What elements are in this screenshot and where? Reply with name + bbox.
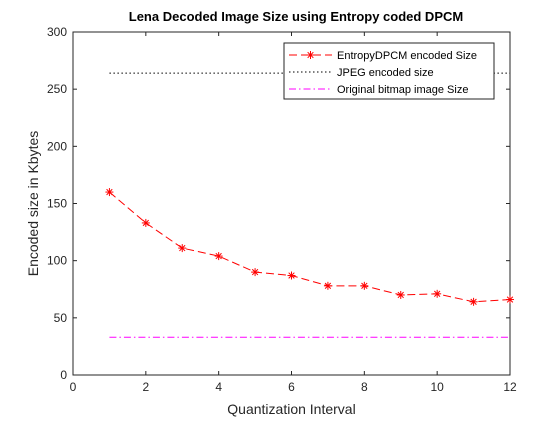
x-tick-label: 6 xyxy=(288,380,295,394)
y-tick-label: 50 xyxy=(54,311,68,325)
x-tick-label: 10 xyxy=(430,380,444,394)
chart-title: Lena Decoded Image Size using Entropy co… xyxy=(129,9,463,24)
y-axis: 0 50 100 150 200 250 300 xyxy=(47,25,510,382)
x-axis: 0 2 4 6 8 10 12 xyxy=(70,32,517,394)
data-point xyxy=(287,271,296,280)
legend: EntropyDPCM encoded Size JPEG encoded siz… xyxy=(283,42,495,100)
data-point xyxy=(360,281,369,290)
y-tick-label: 200 xyxy=(47,139,67,153)
x-tick-label: 2 xyxy=(142,380,149,394)
data-point xyxy=(306,51,315,59)
x-tick-label: 0 xyxy=(70,380,77,394)
x-axis-title: Quantization Interval xyxy=(227,401,355,417)
y-tick-label: 0 xyxy=(60,368,67,382)
data-point xyxy=(396,290,405,299)
legend-label: Original bitmap image Size xyxy=(337,84,468,96)
data-point xyxy=(105,188,114,197)
y-axis-title: Encoded size in Kbytes xyxy=(25,131,41,277)
data-point xyxy=(214,252,223,261)
legend-entry: EntropyDPCM encoded Size xyxy=(289,50,477,62)
legend-entry: JPEG encoded size xyxy=(289,67,434,79)
data-point xyxy=(323,281,332,290)
data-point xyxy=(433,289,442,298)
y-tick-label: 100 xyxy=(47,254,67,268)
legend-label: JPEG encoded size xyxy=(337,67,434,79)
x-tick-label: 4 xyxy=(215,380,222,394)
y-tick-label: 300 xyxy=(47,25,67,39)
legend-label: EntropyDPCM encoded Size xyxy=(337,50,477,62)
y-tick-label: 150 xyxy=(47,197,67,211)
data-point xyxy=(469,297,478,306)
legend-box xyxy=(283,42,495,100)
legend-entry: Original bitmap image Size xyxy=(289,84,468,96)
data-point xyxy=(141,218,150,227)
data-point xyxy=(178,244,187,253)
x-tick-label: 8 xyxy=(361,380,368,394)
data-point xyxy=(251,268,260,277)
series-line-1 xyxy=(109,191,511,303)
data-point xyxy=(506,295,514,304)
y-tick-label: 250 xyxy=(47,82,67,96)
x-tick-label: 12 xyxy=(503,380,517,394)
